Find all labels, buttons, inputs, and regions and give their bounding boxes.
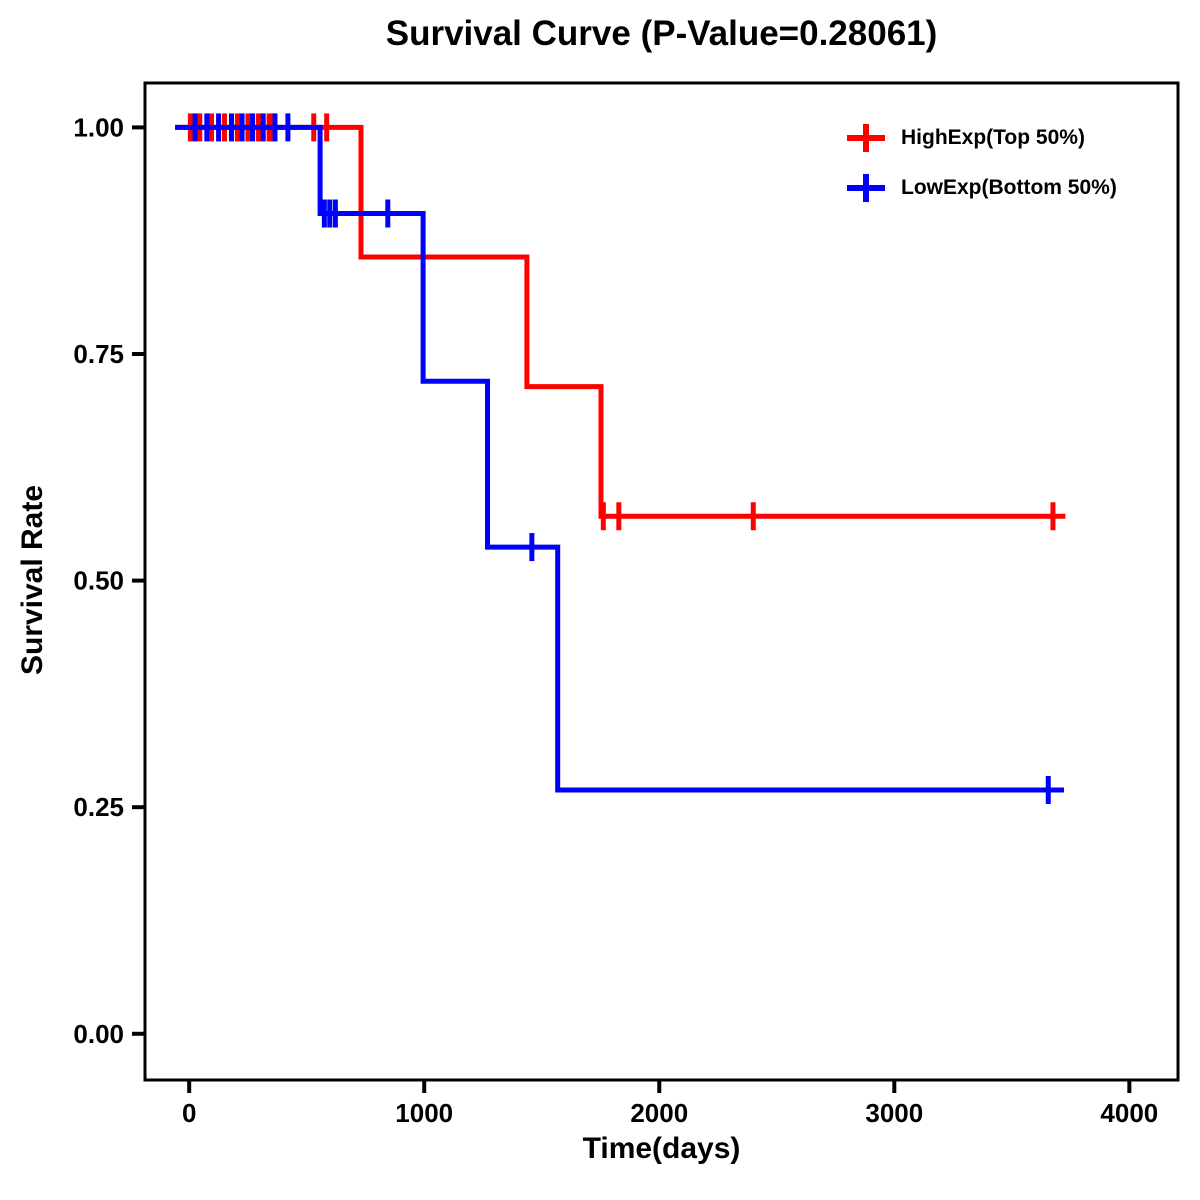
lowexp-plus-marker-icon (847, 174, 885, 202)
legend-item-lowexp: LowExp(Bottom 50%) (843, 163, 1117, 213)
legend-label-lowexp: LowExp(Bottom 50%) (901, 176, 1117, 199)
y-tick-label: 0.00 (73, 1019, 124, 1049)
chart-title: Survival Curve (P-Value=0.28061) (385, 14, 938, 53)
y-tick-label: 0.50 (73, 566, 124, 596)
x-tick-label: 0 (182, 1098, 196, 1128)
survival-curve-highexp (175, 124, 1066, 519)
x-tick-label: 3000 (865, 1098, 923, 1128)
legend-label-highexp: HighExp(Top 50%) (901, 126, 1085, 149)
x-tick-label: 4000 (1100, 1098, 1158, 1128)
plot-border (143, 81, 1180, 1082)
legend-item-highexp: HighExp(Top 50%) (843, 113, 1117, 163)
x-tick-label: 2000 (630, 1098, 688, 1128)
highexp-plus-marker-icon (847, 124, 885, 152)
y-axis-label: Survival Rate (16, 484, 49, 676)
survival-curve-lowexp (175, 124, 1064, 793)
legend: HighExp(Top 50%) LowExp(Bottom 50%) (843, 113, 1117, 213)
y-tick-label: 0.75 (73, 339, 124, 369)
x-tick-label: 1000 (395, 1098, 453, 1128)
x-axis-label: Time(days) (582, 1132, 741, 1165)
y-tick-label: 0.25 (73, 792, 124, 822)
y-tick-label: 1.00 (73, 112, 124, 142)
